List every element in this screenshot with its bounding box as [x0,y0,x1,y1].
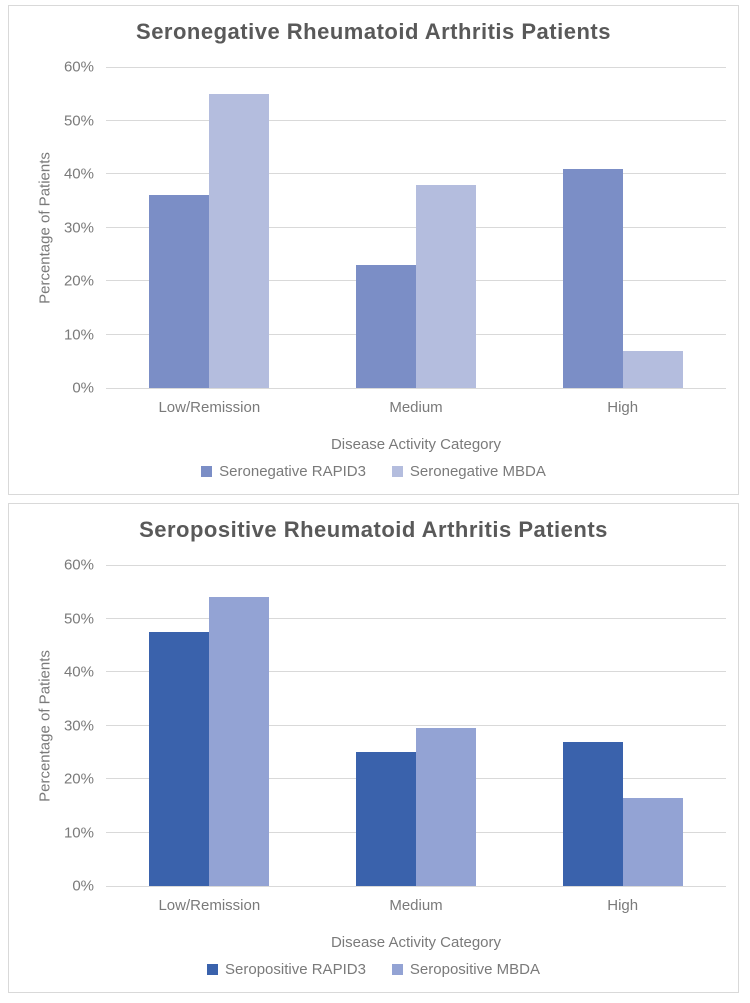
gridline [106,387,726,389]
legend-item-seropositive-rapid3: Seropositive RAPID3 [207,961,366,978]
legend-swatch-icon [207,964,219,975]
bar-seropositive-rapid3-high [562,741,623,886]
y-tick-label-50: 50% [63,610,94,627]
y-tick-label-10: 10% [63,824,94,841]
gridline [106,671,726,673]
y-tick-label-60: 60% [63,556,94,574]
y-tick-label-0: 0% [72,877,94,895]
bar-group-medium [313,565,520,886]
x-axis-tick-labels: Low/Remission Medium High [106,399,726,416]
x-tick-label-high: High [607,897,639,914]
y-tick-label-50: 50% [63,112,94,129]
x-tick-label-medium: Medium [389,897,443,914]
y-tick-label-30: 30% [63,219,94,236]
y-tick-label-40: 40% [63,663,94,681]
bar-seropositive-mbda-low-remission [209,597,270,886]
legend-label: Seropositive MBDA [409,961,540,978]
gridline [106,119,726,121]
legend-swatch-icon [391,466,403,477]
y-tick-label-20: 20% [63,272,94,290]
bar-seronegative-mbda-high [622,350,683,388]
legend-label: Seronegative RAPID3 [219,463,366,480]
x-tick-label-medium: Medium [389,399,443,416]
y-axis-tick-labels: 60% 50% 40% 30% 20% 10% 0% [9,557,100,895]
gridline [106,725,726,726]
legend: Seronegative RAPID3 Seronegative MBDA [9,463,738,480]
chart-panel-seropositive: Seropositive Rheumatoid Arthritis Patien… [8,503,739,993]
y-tick-label-0: 0% [72,379,94,397]
legend-swatch-icon [391,964,403,975]
x-axis-title: Disease Activity Category [330,934,502,951]
y-tick-label-20: 20% [63,770,94,788]
plot-area [106,66,726,389]
bar-seropositive-rapid3-low-remission [149,631,210,886]
legend-swatch-icon [201,466,213,477]
x-tick-label-low-remission: Low/Remission [158,897,261,914]
y-tick-label-30: 30% [63,717,94,734]
gridline [106,66,726,68]
gridline [106,564,726,566]
chart-panel-seronegative: Seronegative Rheumatoid Arthritis Patien… [8,5,739,495]
bar-seronegative-mbda-low-remission [209,93,270,388]
legend-label: Seropositive RAPID3 [225,961,366,978]
bar-seropositive-mbda-high [622,797,683,886]
gridline [106,617,726,619]
x-axis-tick-labels: Low/Remission Medium High [106,897,726,914]
y-tick-label-40: 40% [63,165,94,183]
legend-item-seronegative-mbda: Seronegative MBDA [391,463,546,480]
legend: Seropositive RAPID3 Seropositive MBDA [9,961,738,978]
chart-title: Seropositive Rheumatoid Arthritis Patien… [139,517,608,542]
bar-seronegative-rapid3-low-remission [149,195,210,388]
bar-group-low-remission [106,67,313,388]
bar-seronegative-rapid3-high [562,168,623,388]
bar-seropositive-mbda-medium [416,728,476,886]
chart-title: Seronegative Rheumatoid Arthritis Patien… [136,19,611,44]
bar-group-high [519,565,726,886]
legend-item-seropositive-mbda: Seropositive MBDA [391,961,540,978]
x-tick-label-high: High [607,399,639,416]
legend-label: Seronegative MBDA [409,463,546,480]
gridline [106,173,726,175]
x-axis-title: Disease Activity Category [330,436,502,453]
y-tick-label-60: 60% [63,58,94,76]
bar-seropositive-rapid3-medium [356,752,416,886]
bar-group-medium [313,67,520,388]
bar-seronegative-rapid3-medium [356,264,416,388]
y-tick-label-10: 10% [63,326,94,343]
bar-seronegative-mbda-medium [416,184,476,388]
bar-groups [106,67,726,388]
plot-area [106,564,726,887]
bar-group-high [519,67,726,388]
legend-item-seronegative-rapid3: Seronegative RAPID3 [201,463,366,480]
bar-groups [106,565,726,886]
bar-group-low-remission [106,565,313,886]
y-axis-tick-labels: 60% 50% 40% 30% 20% 10% 0% [9,59,100,397]
gridline [106,885,726,887]
x-tick-label-low-remission: Low/Remission [158,399,261,416]
